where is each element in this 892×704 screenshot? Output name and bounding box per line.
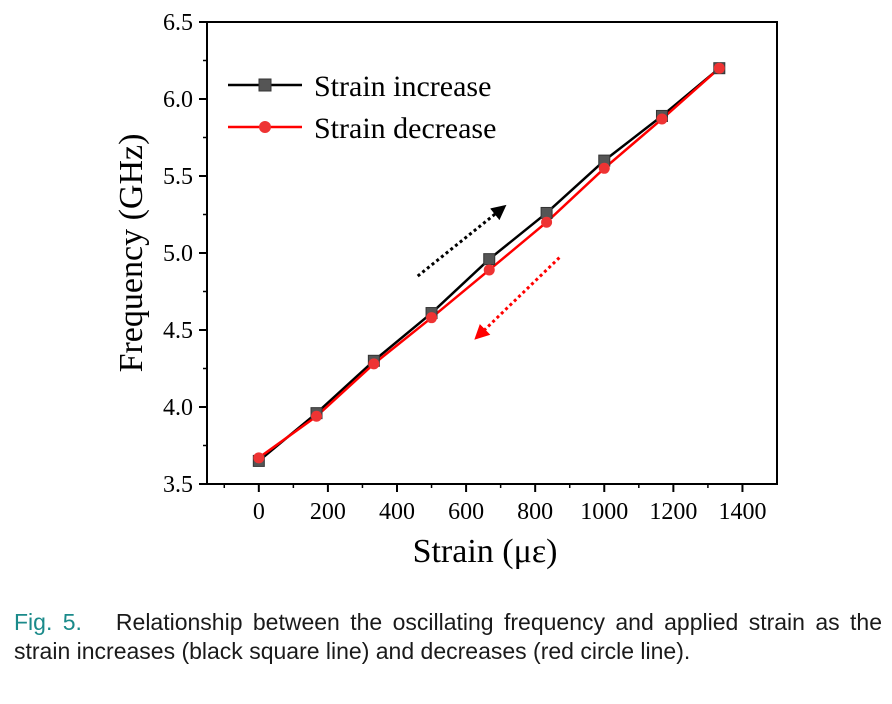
legend-marker-increase bbox=[258, 78, 272, 92]
x-tick-label: 1400 bbox=[718, 499, 766, 525]
annotations bbox=[416, 204, 561, 340]
legend: Strain increase Strain decrease bbox=[228, 70, 496, 145]
x-axis-title: Strain (με) bbox=[413, 533, 558, 570]
y-tick-label: 4.5 bbox=[163, 318, 193, 344]
increase-arrow bbox=[416, 204, 507, 278]
decrease-point bbox=[713, 62, 725, 74]
decrease-point bbox=[541, 216, 553, 228]
x-tick-label: 200 bbox=[310, 499, 346, 525]
y-tick-label: 4.0 bbox=[163, 395, 193, 421]
x-tick-label: 1000 bbox=[580, 499, 628, 525]
legend-marker-decrease bbox=[259, 121, 271, 133]
y-tick-label: 3.5 bbox=[163, 472, 193, 498]
decrease-point bbox=[426, 312, 438, 324]
decrease-point bbox=[483, 264, 495, 276]
x-tick-label: 600 bbox=[448, 499, 484, 525]
decrease-point bbox=[253, 452, 265, 464]
x-tick-label: 1200 bbox=[649, 499, 697, 525]
decrease-point bbox=[368, 358, 380, 370]
y-tick-label: 6.5 bbox=[163, 10, 193, 36]
chart: 0 200 400 600 800 1000 1200 1400 3.5 4.0 4.5 5.0 5.… bbox=[113, 10, 778, 570]
x-axis: 0 200 400 600 800 1000 1200 1400 bbox=[223, 484, 766, 525]
x-tick-label: 400 bbox=[379, 499, 415, 525]
legend-label-increase: Strain increase bbox=[314, 70, 491, 103]
x-tick-label: 0 bbox=[253, 499, 265, 525]
decrease-point bbox=[656, 113, 668, 125]
y-axis-title: Frequency (GHz) bbox=[113, 134, 150, 373]
increase-point bbox=[483, 253, 496, 266]
legend-label-decrease: Strain decrease bbox=[314, 112, 496, 145]
y-tick-label: 6.0 bbox=[163, 87, 193, 113]
figure-caption-text: Relationship between the oscillating fre… bbox=[14, 609, 882, 664]
series-layer bbox=[252, 62, 726, 467]
x-tick-label: 800 bbox=[517, 499, 553, 525]
y-axis: 3.5 4.0 4.5 5.0 5.5 6.0 6.5 bbox=[163, 10, 207, 498]
figure-caption: Fig. 5. Relationship between the oscillat… bbox=[14, 608, 882, 666]
decrease-point bbox=[598, 162, 610, 174]
y-tick-label: 5.5 bbox=[163, 164, 193, 190]
y-tick-label: 5.0 bbox=[163, 241, 193, 267]
decrease-arrow bbox=[474, 256, 561, 340]
figure-label: Fig. 5. bbox=[14, 609, 82, 635]
decrease-point bbox=[311, 410, 323, 422]
